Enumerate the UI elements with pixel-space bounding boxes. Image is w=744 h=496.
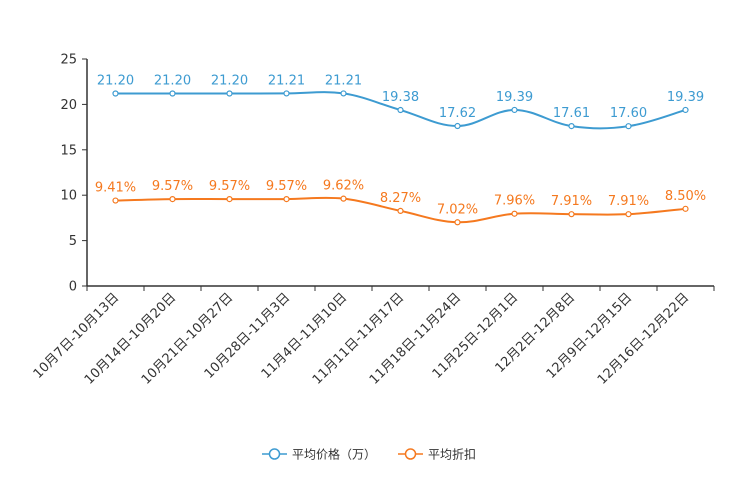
- data-point: [112, 90, 119, 97]
- legend-marker: [268, 448, 281, 460]
- data-label: 19.39: [667, 90, 704, 105]
- data-point: [625, 123, 632, 130]
- data-label: 21.20: [211, 74, 248, 89]
- series-2: 9.41% 9.57% 9.57% 9.57% 9.62% 8.27% 7.02% 7.96%…: [95, 179, 706, 226]
- legend: 平均价格（万） 平均折扣: [262, 447, 476, 462]
- series-1: 21.20 21.20 21.20 21.21 21.21 19.38 17.62 19.39…: [97, 73, 704, 130]
- data-point: [169, 196, 176, 203]
- data-point: [511, 106, 518, 114]
- data-label: 9.57%: [152, 179, 193, 194]
- data-point: [511, 210, 518, 217]
- data-label: 7.02%: [437, 202, 478, 217]
- data-point: [397, 207, 404, 215]
- legend-item-2: 平均折扣: [398, 447, 476, 462]
- y-tick-label: 20: [60, 98, 77, 113]
- data-label: 17.60: [610, 106, 647, 121]
- y-tick-label: 10: [60, 189, 77, 204]
- data-label: 8.27%: [380, 191, 421, 206]
- data-label: 19.39: [496, 90, 533, 105]
- y-tick-label: 15: [60, 143, 77, 158]
- data-point: [454, 122, 461, 130]
- data-point: [682, 205, 689, 212]
- data-label: 21.20: [97, 74, 134, 89]
- data-point: [283, 196, 290, 203]
- data-label: 7.91%: [551, 194, 592, 209]
- data-point: [112, 197, 119, 204]
- data-point: [340, 90, 347, 97]
- data-point: [283, 90, 290, 97]
- data-point: [568, 211, 575, 218]
- data-point: [397, 106, 404, 114]
- data-point: [226, 90, 233, 97]
- data-point: [226, 196, 233, 203]
- data-label: 19.38: [382, 90, 419, 105]
- legend-label: 平均价格（万）: [292, 447, 376, 462]
- legend-marker: [404, 448, 417, 460]
- data-point: [568, 123, 575, 130]
- data-label: 17.62: [439, 106, 476, 121]
- series-layer: 21.20 21.20 21.20 21.21 21.21 19.38 17.62 19.39…: [95, 73, 706, 226]
- data-point: [682, 106, 689, 114]
- data-point: [340, 195, 347, 202]
- data-point: [625, 211, 632, 218]
- data-label: 9.41%: [95, 181, 136, 196]
- y-tick-label: 25: [60, 53, 77, 68]
- data-point: [454, 219, 461, 226]
- data-label: 7.96%: [494, 194, 535, 209]
- data-label: 9.57%: [266, 179, 307, 194]
- data-label: 21.21: [325, 73, 362, 88]
- data-label: 9.57%: [209, 179, 250, 194]
- data-label: 21.20: [154, 74, 191, 89]
- data-label: 9.62%: [323, 179, 364, 194]
- data-label: 17.61: [553, 106, 590, 121]
- data-label: 7.91%: [608, 194, 649, 209]
- data-point: [169, 90, 176, 97]
- axes: 051015202510月7日-10月13日10月14日-10月20日10月21…: [31, 53, 715, 388]
- data-label: 21.21: [268, 73, 305, 88]
- legend-label: 平均折扣: [428, 447, 476, 462]
- y-tick-label: 5: [69, 234, 77, 249]
- data-label: 8.50%: [665, 189, 706, 204]
- y-tick-label: 0: [69, 280, 77, 295]
- legend-item-1: 平均价格（万）: [262, 447, 376, 462]
